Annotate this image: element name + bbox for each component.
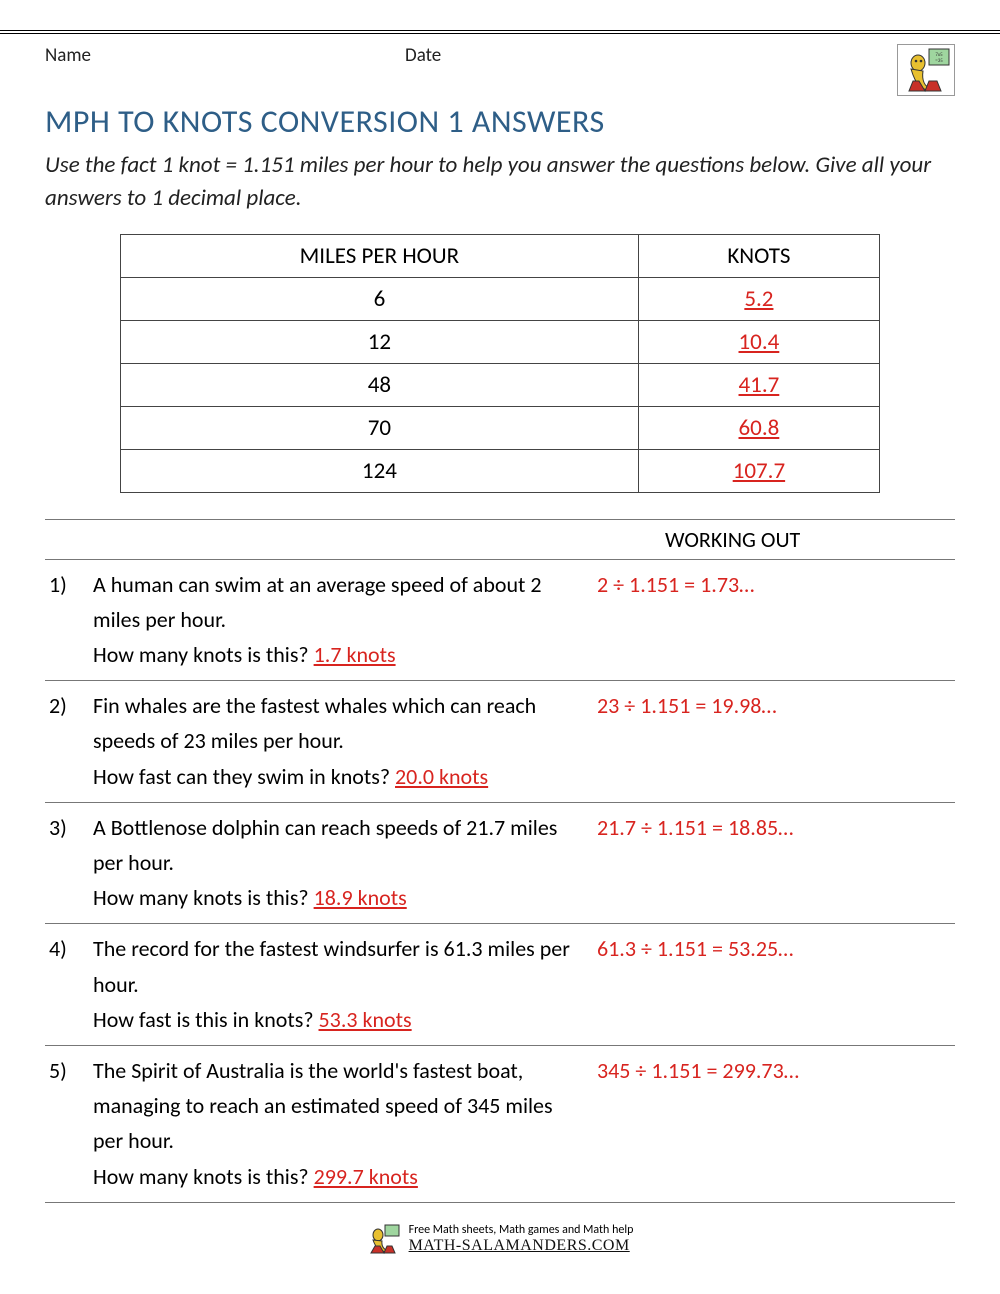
working-out: 61.3 ÷ 1.151 = 53.25… <box>593 931 955 1037</box>
knots-answer-cell: 41.7 <box>638 363 879 406</box>
working-out-label: WORKING OUT <box>595 526 800 553</box>
question-text: The Spirit of Australia is the world's f… <box>93 1053 593 1194</box>
working-out: 23 ÷ 1.151 = 19.98… <box>593 688 955 794</box>
knots-answer-cell: 10.4 <box>638 320 879 363</box>
mph-cell: 12 <box>121 320 639 363</box>
question-answer: 18.9 knots <box>314 884 407 911</box>
table-row: 1210.4 <box>121 320 880 363</box>
question-row: 5)The Spirit of Australia is the world's… <box>45 1046 955 1203</box>
question-body: Fin whales are the fastest whales which … <box>93 692 536 754</box>
svg-text:=35: =35 <box>935 58 943 64</box>
question-answer: 299.7 knots <box>314 1163 418 1190</box>
question-row: 3)A Bottlenose dolphin can reach speeds … <box>45 803 955 925</box>
question-row: 2)Fin whales are the fastest whales whic… <box>45 681 955 803</box>
question-text: A Bottlenose dolphin can reach speeds of… <box>93 810 593 916</box>
question-answer: 53.3 knots <box>319 1006 412 1033</box>
footer-logo-icon <box>367 1224 401 1254</box>
table-row: 124107.7 <box>121 449 880 492</box>
instructions: Use the fact 1 knot = 1.151 miles per ho… <box>45 149 955 216</box>
questions-section: WORKING OUT 1)A human can swim at an ave… <box>45 519 955 1203</box>
question-body: A human can swim at an average speed of … <box>93 571 542 633</box>
conversion-table: MILES PER HOUR KNOTS 65.21210.44841.7706… <box>120 234 880 493</box>
question-text: Fin whales are the fastest whales which … <box>93 688 593 794</box>
footer: Free Math sheets, Math games and Math he… <box>45 1223 955 1258</box>
question-text: The record for the fastest windsurfer is… <box>93 931 593 1037</box>
mph-cell: 124 <box>121 449 639 492</box>
working-out: 2 ÷ 1.151 = 1.73… <box>593 567 955 673</box>
knots-answer-cell: 107.7 <box>638 449 879 492</box>
question-body: A Bottlenose dolphin can reach speeds of… <box>93 814 557 876</box>
col-header-mph: MILES PER HOUR <box>121 234 639 277</box>
table-row: 4841.7 <box>121 363 880 406</box>
question-row: 1)A human can swim at an average speed o… <box>45 560 955 682</box>
working-out-header: WORKING OUT <box>45 520 955 560</box>
question-prompt: How many knots is this? <box>93 641 314 668</box>
date-label: Date <box>405 44 897 67</box>
question-body: The record for the fastest windsurfer is… <box>93 935 570 997</box>
question-answer: 1.7 knots <box>314 641 396 668</box>
working-out: 21.7 ÷ 1.151 = 18.85… <box>593 810 955 916</box>
question-number: 4) <box>45 931 93 1037</box>
table-row: 65.2 <box>121 277 880 320</box>
table-row: 7060.8 <box>121 406 880 449</box>
col-header-knots: KNOTS <box>638 234 879 277</box>
name-label: Name <box>45 44 405 67</box>
worksheet-page: Name Date 7x5 =35 MPH TO KNOTS CONVERSIO… <box>0 34 1000 1278</box>
question-prompt: How many knots is this? <box>93 1163 314 1190</box>
table-header-row: MILES PER HOUR KNOTS <box>121 234 880 277</box>
footer-tagline: Free Math sheets, Math games and Math he… <box>409 1223 634 1237</box>
working-out: 345 ÷ 1.151 = 299.73… <box>593 1053 955 1194</box>
question-row: 4)The record for the fastest windsurfer … <box>45 924 955 1046</box>
question-prompt: How fast is this in knots? <box>93 1006 319 1033</box>
mph-cell: 48 <box>121 363 639 406</box>
mph-cell: 70 <box>121 406 639 449</box>
mph-cell: 6 <box>121 277 639 320</box>
question-number: 3) <box>45 810 93 916</box>
question-number: 5) <box>45 1053 93 1194</box>
footer-site: MATH-SALAMANDERS.COM <box>409 1237 634 1255</box>
logo-icon: 7x5 =35 <box>897 44 955 96</box>
question-body: The Spirit of Australia is the world's f… <box>93 1057 553 1154</box>
question-text: A human can swim at an average speed of … <box>93 567 593 673</box>
knots-answer-cell: 5.2 <box>638 277 879 320</box>
question-number: 2) <box>45 688 93 794</box>
header-row: Name Date 7x5 =35 <box>45 44 955 96</box>
question-answer: 20.0 knots <box>395 763 488 790</box>
knots-answer-cell: 60.8 <box>638 406 879 449</box>
question-prompt: How many knots is this? <box>93 884 314 911</box>
question-prompt: How fast can they swim in knots? <box>93 763 395 790</box>
page-title: MPH TO KNOTS CONVERSION 1 ANSWERS <box>45 102 955 141</box>
question-number: 1) <box>45 567 93 673</box>
